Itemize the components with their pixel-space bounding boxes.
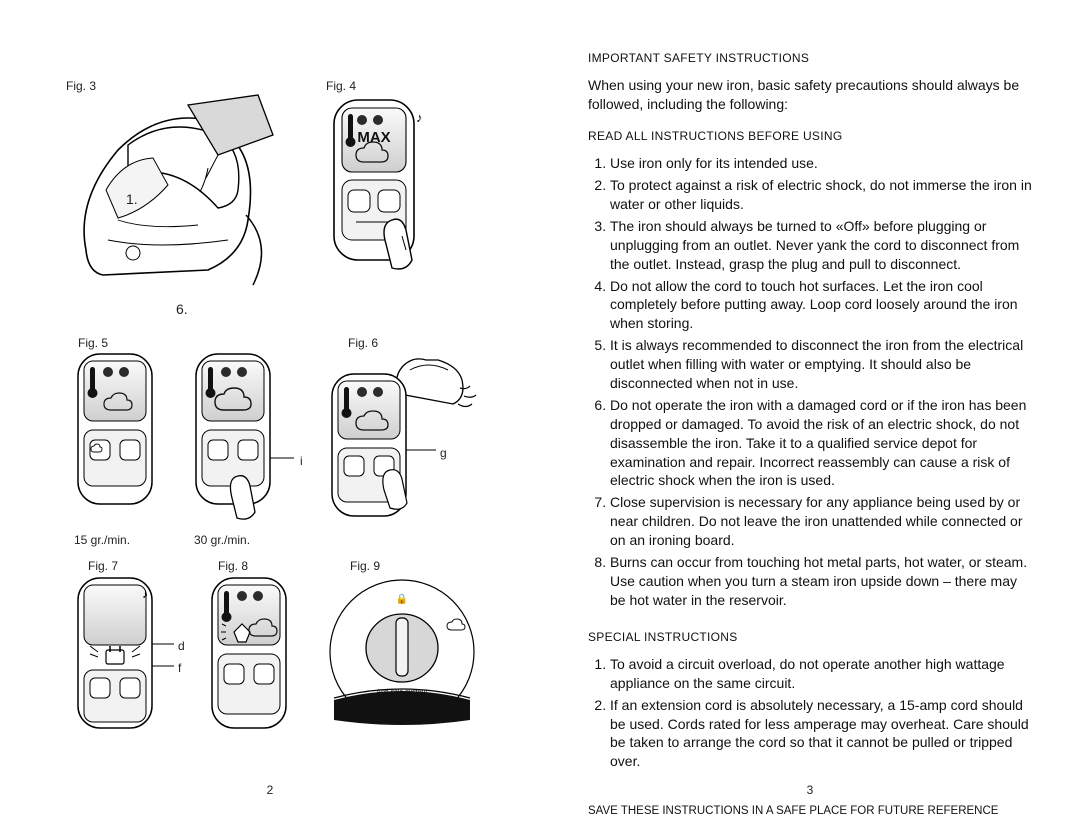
fig5-i-label: i (300, 453, 303, 469)
heading-safety: IMPORTANT SAFETY INSTRUCTIONS (588, 50, 1032, 66)
fig6-label: Fig. 6 (348, 335, 378, 351)
fig3-step6: 6. (176, 300, 188, 319)
list2-item: If an extension cord is absolutely neces… (610, 696, 1032, 772)
svg-text:🔒: 🔒 (396, 593, 408, 605)
heading-special: SPECIAL INSTRUCTIONS (588, 629, 1032, 645)
list1-item: It is always recommended to disconnect t… (610, 336, 1032, 393)
page-left: Fig. 3 1. 6. Fig. 4 (0, 0, 540, 812)
fig7-f: f (178, 660, 181, 676)
list1-item: Do not operate the iron with a damaged c… (610, 396, 1032, 490)
fig9-ring-text: Anti calc-system (377, 689, 428, 696)
special-list: To avoid a circuit overload, do not oper… (588, 655, 1032, 774)
svg-text:♪: ♪ (416, 110, 423, 125)
fig7-label: Fig. 7 (88, 558, 118, 574)
fig7-d: d (178, 638, 185, 654)
fig6-svg (318, 350, 493, 525)
page-number-right: 3 (807, 782, 814, 798)
svg-text:♪: ♪ (142, 587, 148, 601)
fig5b-caption: 30 gr./min. (194, 532, 250, 548)
fig8-label: Fig. 8 (218, 558, 248, 574)
list2-item: To avoid a circuit overload, do not oper… (610, 655, 1032, 693)
svg-text:MAX: MAX (357, 129, 390, 146)
fig3-step1: 1. (126, 190, 138, 209)
list1-item: The iron should always be turned to «Off… (610, 217, 1032, 274)
figures-area: Fig. 3 1. 6. Fig. 4 (48, 50, 492, 792)
fig4-panel-svg: MAX ♪ (316, 94, 446, 294)
safety-list: Use iron only for its intended use. To p… (588, 154, 1032, 612)
fig5-label: Fig. 5 (78, 335, 108, 351)
list1-item: Use iron only for its intended use. (610, 154, 1032, 173)
page-number-left: 2 (267, 782, 274, 798)
fig4-label: Fig. 4 (326, 78, 356, 94)
fig5a-caption: 15 gr./min. (74, 532, 130, 548)
fig5a-panel-svg (64, 350, 174, 525)
heading-read-all: READ ALL INSTRUCTIONS BEFORE USING (588, 128, 1032, 144)
fig3-iron-svg (58, 90, 288, 300)
page-right: IMPORTANT SAFETY INSTRUCTIONS When using… (540, 0, 1080, 812)
fig5b-panel-svg (182, 350, 302, 525)
list1-item: Do not allow the cord to touch hot surfa… (610, 277, 1032, 334)
fig6-g-label: g (440, 445, 447, 461)
fig9-svg: 🔒 Anti calc-system (322, 570, 492, 745)
list1-item: Burns can occur from touching hot metal … (610, 553, 1032, 610)
intro-paragraph: When using your new iron, basic safety p… (588, 76, 1032, 114)
list1-item: Close supervision is necessary for any a… (610, 493, 1032, 550)
fig8-svg (198, 574, 318, 744)
list1-item: To protect against a risk of electric sh… (610, 176, 1032, 214)
fig7-svg: ♪ (64, 574, 184, 744)
